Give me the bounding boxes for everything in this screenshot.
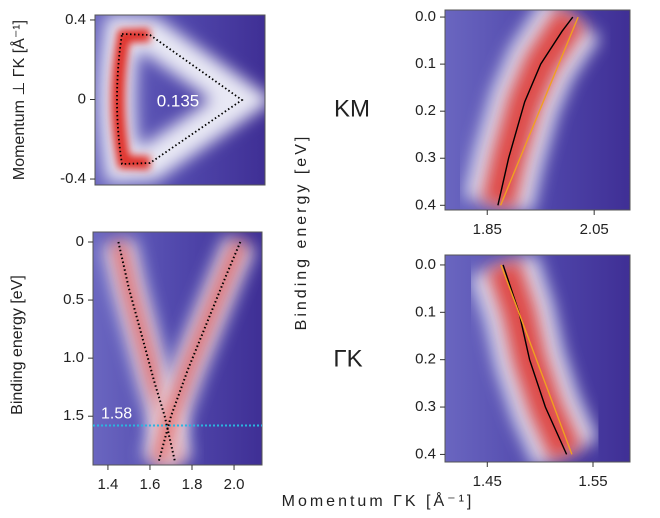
x-tick-label: 1.8	[182, 476, 203, 493]
y-tick-label: 0.0	[415, 256, 436, 273]
dispersion-line	[499, 16, 579, 206]
x-tick-label: 1.45	[473, 473, 502, 490]
x-tick-label: 2.05	[580, 221, 609, 238]
heatmap	[445, 10, 630, 210]
y-tick-label: -0.4	[60, 170, 86, 187]
frame	[444, 9, 631, 211]
y-tick-label: 0	[78, 90, 86, 107]
y-tick-label: 0.4	[415, 196, 436, 213]
intensity-peak	[111, 28, 151, 170]
dispersion-line	[497, 16, 574, 206]
y-axis-title: Binding energy [eV]	[9, 275, 26, 415]
y-tick-label: 0.3	[415, 398, 436, 415]
dispersion-line	[502, 264, 568, 455]
heatmap	[95, 15, 265, 185]
frame	[444, 254, 631, 463]
y-tick-label: 1.5	[63, 407, 84, 424]
x-tick-label: 1.85	[473, 221, 502, 238]
panel-label: KM	[334, 95, 370, 122]
y-tick-label: 0.2	[415, 102, 436, 119]
dispersion-line	[500, 264, 573, 455]
heatmap	[445, 255, 630, 462]
y-tick-label: 0.0	[415, 8, 436, 25]
y-tick-label: 0.5	[63, 291, 84, 308]
y-axis-title: Momentum ⊥ ΓK [Å⁻¹]	[9, 20, 28, 180]
x-tick-label: 2.0	[224, 476, 245, 493]
x-tick-label: 1.6	[140, 476, 161, 493]
y-tick-label: 0.4	[415, 445, 436, 462]
x-tick-label: 1.55	[578, 473, 607, 490]
y-tick-label: 0.4	[65, 11, 86, 28]
y-tick-label: 0.1	[415, 303, 436, 320]
annotation: 0.135	[157, 91, 200, 110]
x-axis-title: Momentum ΓK [Å⁻¹]	[282, 491, 475, 510]
dispersion-line	[157, 241, 242, 463]
dispersion-line	[117, 241, 177, 463]
y-axis-title: Binding energy [eV]	[293, 134, 310, 331]
reference-label: 1.58	[101, 406, 132, 423]
heatmap	[93, 232, 262, 465]
y-tick-label: 1.0	[63, 349, 84, 366]
y-tick-label: 0.1	[415, 55, 436, 72]
y-tick-label: 0	[76, 233, 84, 250]
frame	[92, 231, 263, 466]
y-tick-label: 0.3	[415, 149, 436, 166]
y-tick-label: 0.2	[415, 351, 436, 368]
x-tick-label: 1.4	[97, 476, 118, 493]
panel-label: ΓK	[333, 345, 362, 372]
contour	[116, 33, 244, 165]
